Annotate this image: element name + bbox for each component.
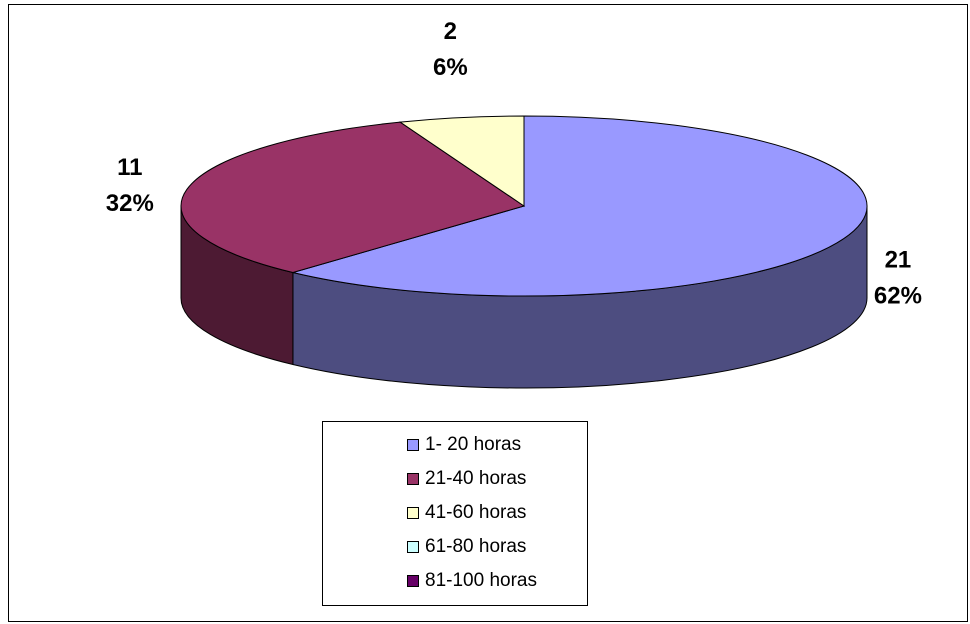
legend-swatch bbox=[407, 575, 419, 587]
legend-label: 61-80 horas bbox=[425, 536, 527, 557]
legend-swatch bbox=[407, 541, 419, 553]
slice-1-20-horas bbox=[290, 115, 868, 297]
legend-swatch bbox=[407, 507, 419, 519]
legend: 1- 20 horas 21-40 horas 41-60 horas 61-80 h… bbox=[322, 421, 588, 606]
pie-tops bbox=[180, 115, 868, 297]
legend-label: 21-40 horas bbox=[425, 468, 527, 489]
slice-41-60-horas bbox=[398, 115, 525, 207]
legend-label: 1- 20 horas bbox=[425, 434, 522, 455]
legend-item-1-20-horas: 1- 20 horas bbox=[323, 428, 587, 462]
data-label-percent: 32% bbox=[106, 190, 154, 217]
legend-item-21-40-horas: 21-40 horas bbox=[323, 462, 587, 496]
legend-label: 81-100 horas bbox=[425, 570, 537, 591]
pie-data-labels: 21 62%11 32%2 6% bbox=[106, 18, 922, 310]
legend-swatch bbox=[407, 473, 419, 485]
data-label-21-40-horas: 11 32% bbox=[106, 154, 154, 217]
data-label-value: 21 bbox=[885, 246, 912, 273]
legend-label: 41-60 horas bbox=[425, 502, 527, 523]
data-label-value: 11 bbox=[117, 154, 142, 181]
legend-swatch bbox=[407, 439, 419, 451]
data-label-value: 2 bbox=[444, 18, 457, 45]
data-label-41-60-horas: 2 6% bbox=[433, 18, 468, 81]
data-label-percent: 6% bbox=[433, 54, 468, 81]
data-label-1-20-horas: 21 62% bbox=[874, 246, 922, 309]
data-label-percent: 62% bbox=[874, 282, 922, 309]
legend-item-81-100-horas: 81-100 horas bbox=[323, 564, 587, 598]
legend-item-61-80-horas: 61-80 horas bbox=[323, 530, 587, 564]
legend-item-41-60-horas: 41-60 horas bbox=[323, 496, 587, 530]
slice-21-40-horas bbox=[180, 121, 526, 274]
